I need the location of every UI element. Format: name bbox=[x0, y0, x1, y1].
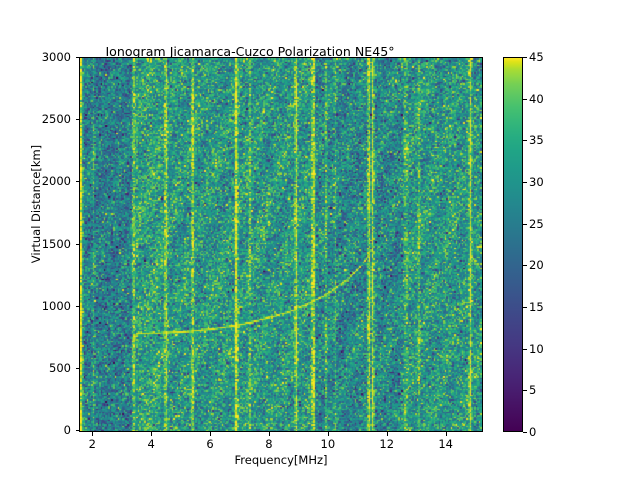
colorbar-tick-label: 20 bbox=[529, 258, 544, 273]
y-tick-mark bbox=[75, 119, 79, 121]
colorbar-tick-mark bbox=[523, 348, 527, 350]
colorbar-tick-label: 0 bbox=[529, 425, 537, 439]
colorbar-tick-mark bbox=[523, 307, 527, 308]
power-colorbar bbox=[503, 57, 523, 432]
x-tick-mark bbox=[151, 432, 153, 436]
colorbar-tick-mark bbox=[523, 432, 527, 433]
colorbar-tick-label: 40 bbox=[529, 91, 544, 106]
x-tick-label: 2 bbox=[88, 437, 96, 451]
colorbar-tick-label: 45 bbox=[529, 50, 544, 64]
y-tick-label: 0 bbox=[63, 423, 71, 437]
y-axis-label: Virtual Distance[km] bbox=[29, 144, 43, 264]
colorbar-tick-label: 30 bbox=[529, 175, 544, 189]
y-tick-mark bbox=[75, 57, 79, 58]
x-tick-label: 4 bbox=[147, 437, 155, 451]
x-tick-label: 14 bbox=[438, 437, 453, 451]
y-tick-mark bbox=[75, 430, 79, 431]
x-tick-label: 6 bbox=[206, 437, 214, 451]
colorbar-tick-label: 5 bbox=[529, 383, 537, 398]
x-tick-mark bbox=[92, 432, 94, 436]
x-tick-mark bbox=[327, 432, 329, 436]
colorbar-tick-mark bbox=[523, 265, 527, 267]
y-tick-label: 2000 bbox=[41, 174, 71, 189]
colorbar-tick-mark bbox=[523, 140, 527, 142]
y-tick-label: 500 bbox=[49, 360, 71, 375]
colorbar-tick-label: 25 bbox=[529, 216, 544, 231]
x-tick-label: 10 bbox=[320, 437, 336, 451]
colorbar-tick-label: 10 bbox=[529, 341, 544, 356]
x-axis-label: Frequency[MHz] bbox=[234, 453, 328, 467]
colorbar-tick-mark bbox=[523, 57, 527, 58]
x-tick-mark bbox=[210, 432, 212, 436]
y-tick-mark bbox=[75, 243, 79, 245]
y-tick-mark bbox=[75, 367, 79, 369]
y-tick-mark bbox=[75, 181, 79, 183]
x-tick-label: 12 bbox=[379, 437, 395, 451]
y-tick-label: 1000 bbox=[41, 298, 71, 313]
colorbar-tick-mark bbox=[523, 182, 527, 183]
title-main: Ionogram Jicamarca-Cuzco Polarization NE… bbox=[105, 44, 395, 59]
y-tick-label: 2500 bbox=[41, 112, 71, 127]
x-tick-mark bbox=[268, 432, 270, 436]
x-tick-mark bbox=[445, 432, 447, 436]
x-tick-label: 8 bbox=[265, 437, 273, 451]
x-tick-mark bbox=[386, 432, 388, 436]
ionogram-heatmap bbox=[80, 58, 482, 431]
colorbar-tick-mark bbox=[523, 98, 527, 100]
colorbar-tick-label: 15 bbox=[529, 300, 544, 314]
y-tick-label: 3000 bbox=[41, 50, 71, 64]
ionogram-plot-area bbox=[79, 57, 483, 432]
y-tick-mark bbox=[75, 305, 79, 307]
colorbar-tick-label: 35 bbox=[529, 133, 544, 148]
y-tick-label: 1500 bbox=[41, 236, 71, 251]
colorbar-tick-mark bbox=[523, 390, 527, 392]
colorbar-tick-mark bbox=[523, 223, 527, 225]
